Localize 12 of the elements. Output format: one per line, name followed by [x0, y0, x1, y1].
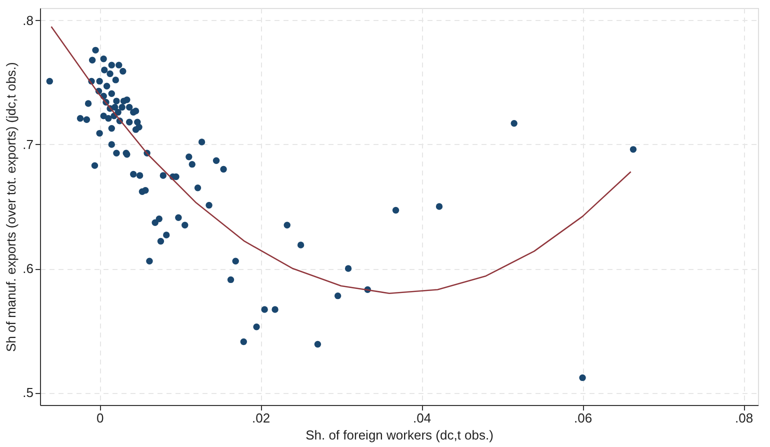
x-tick-label: .02: [252, 410, 270, 426]
line-series: [50, 26, 632, 294]
x-tick-label: 0: [96, 410, 104, 426]
y-tick-label: .5: [22, 385, 34, 400]
x-axis-title: Sh. of foreign workers (dc,t obs.): [306, 428, 494, 442]
x-tick-label: .04: [413, 410, 432, 426]
y-tick-label: .8: [22, 12, 34, 28]
x-tick-label: .08: [734, 410, 754, 426]
y-axis-title: Sh of manuf. exports (over tot. exports) (jdc,t obs.): [4, 62, 19, 352]
x-tick-label: .06: [574, 410, 592, 426]
y-tick-label: .6: [22, 261, 34, 276]
y-tick-label: .7: [22, 136, 34, 152]
